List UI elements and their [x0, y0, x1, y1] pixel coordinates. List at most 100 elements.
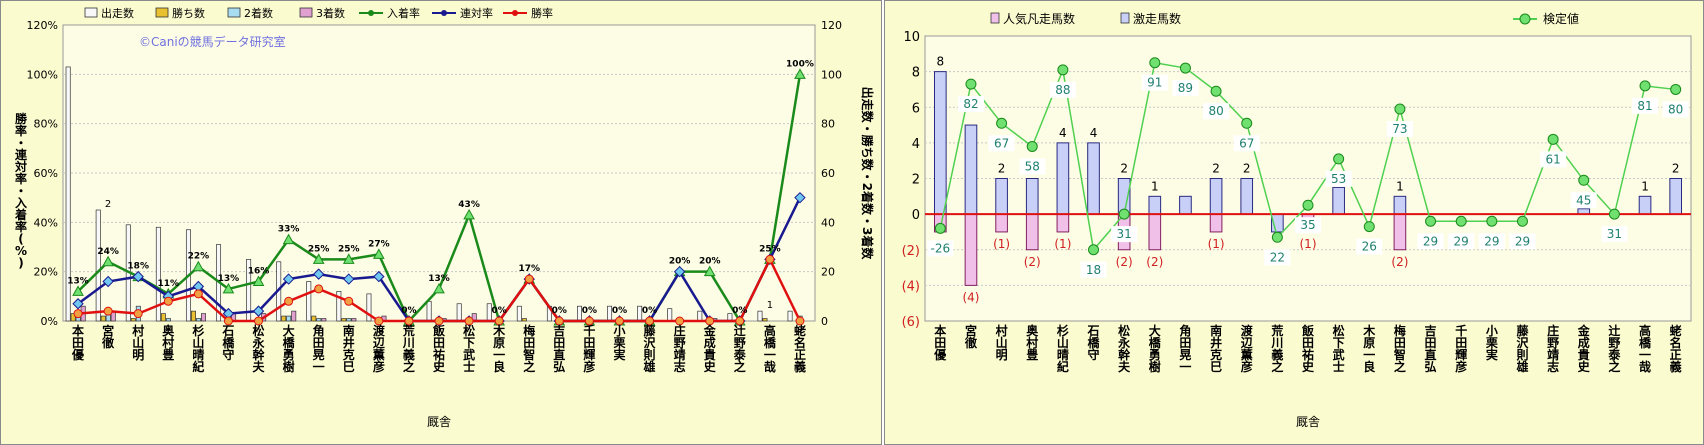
bar-label: (4): [962, 290, 979, 304]
left-tick-label: 100%: [27, 68, 58, 81]
test-value-label: 18: [1086, 263, 1101, 277]
left-tick-label: 0%: [41, 315, 58, 328]
category-label: 本田優: [933, 323, 947, 362]
data-label: 13%: [428, 274, 450, 284]
test-value-label: 29: [1423, 234, 1438, 248]
category-label: 藤沢則雄: [1515, 323, 1529, 374]
legend-swatch: [84, 7, 98, 18]
plot-area: [924, 35, 1692, 322]
y-tick-label: 10: [903, 30, 920, 45]
bar: [1056, 213, 1070, 233]
point-marker: [72, 285, 84, 296]
bar-label: (1): [1300, 237, 1317, 251]
legend-swatch: [1120, 12, 1130, 24]
label-box: [1264, 249, 1291, 266]
category-label: 大橋勇樹: [1149, 323, 1162, 374]
data-label: 25%: [338, 244, 360, 254]
bar: [366, 293, 372, 322]
point-marker: [404, 316, 414, 326]
category-label: 村山明: [132, 323, 144, 362]
legend-label: 勝ち数: [172, 6, 205, 20]
category-label: 飯田祐史: [432, 323, 446, 374]
bar: [1148, 195, 1162, 215]
data-label: 0%: [492, 306, 507, 316]
bar: [1240, 178, 1254, 215]
bar: [160, 313, 166, 322]
bar-label: 1: [1151, 179, 1159, 193]
point-marker: [1425, 215, 1437, 227]
bar: [697, 310, 703, 322]
category-label: 松下武士: [463, 323, 475, 374]
data-label: 0%: [582, 306, 597, 316]
bar: [286, 315, 292, 322]
category-label: 荒川義之: [402, 323, 415, 374]
legend-label: 2着数: [244, 6, 273, 20]
category-label: 石橋守: [1087, 324, 1101, 362]
data-label: 0%: [612, 306, 627, 316]
label-box: [1111, 226, 1138, 243]
data-label: 0%: [732, 306, 747, 316]
bar: [306, 281, 312, 322]
label-box: [1570, 192, 1597, 209]
bar: [933, 71, 947, 215]
point-marker: [1271, 231, 1283, 243]
category-label: 本田優: [71, 323, 85, 362]
test-value-label: 58: [1025, 159, 1040, 173]
test-value-label: 31: [1607, 227, 1622, 241]
bar-label: (1): [1054, 237, 1071, 251]
left-tick-label: 60%: [34, 167, 58, 180]
y-tick-label: (4): [902, 279, 920, 294]
test-value-label: 80: [1668, 102, 1683, 116]
point-marker: [372, 248, 385, 259]
label-box: [1019, 158, 1046, 175]
data-label: 27%: [368, 239, 390, 249]
data-label: 18%: [127, 262, 149, 272]
point-marker: [1057, 64, 1069, 76]
point-marker: [343, 273, 355, 285]
point-marker: [252, 305, 265, 317]
label-box: [988, 135, 1015, 152]
label-box: [1295, 217, 1321, 234]
point-marker: [673, 265, 686, 278]
test-value-label: 82: [963, 97, 978, 111]
point-marker: [1516, 215, 1528, 227]
category-label: 庄野靖志: [674, 323, 686, 374]
x-axis-label: 厩舎: [1296, 415, 1320, 429]
bar: [321, 318, 327, 322]
point-marker: [282, 273, 295, 285]
category-label: 辻野泰之: [733, 323, 747, 374]
point-marker: [584, 316, 594, 326]
category-label: 南井克巳: [343, 323, 355, 374]
bar: [1056, 142, 1070, 215]
data-label: 24%: [97, 247, 119, 257]
label-box: [1509, 233, 1536, 250]
bar: [130, 318, 136, 322]
bar: [1179, 195, 1192, 215]
data-label: 0%: [552, 306, 567, 316]
label-box: [1233, 135, 1260, 152]
right-tick-label: 120: [821, 19, 842, 32]
category-label: 梅田智之: [522, 323, 535, 374]
point-marker: [1455, 215, 1467, 227]
category-label: 渡辺薫彦: [373, 323, 386, 374]
bar: [155, 226, 161, 322]
legend-label: 激走馬数: [1133, 11, 1181, 26]
point-marker: [1149, 57, 1161, 69]
bar: [426, 300, 432, 322]
bar-label: 2: [1120, 162, 1128, 176]
category-label: 荒川義之: [1270, 323, 1283, 374]
test-value-label: 67: [1239, 136, 1254, 150]
point-marker: [1241, 117, 1253, 129]
point-marker: [252, 275, 265, 287]
y-tick-label: 6: [912, 101, 920, 116]
test-value-label: 73: [1392, 122, 1407, 136]
label-box: [1540, 151, 1567, 168]
point-marker: [1302, 199, 1314, 211]
label-box: [1049, 81, 1076, 98]
category-label: 高橋一哉: [1639, 323, 1652, 374]
bar: [762, 318, 768, 322]
category-label: 千田輝彦: [583, 323, 595, 374]
test-value-chart-panel: 10 8 6 4 2 0 (2) (4) (6) 8 2 4 4 2 1 2 2 1 1 2 (4) (1) (2) (1)(…: [884, 0, 1704, 445]
category-label: 小栗実: [613, 323, 625, 362]
point-marker: [284, 296, 294, 306]
